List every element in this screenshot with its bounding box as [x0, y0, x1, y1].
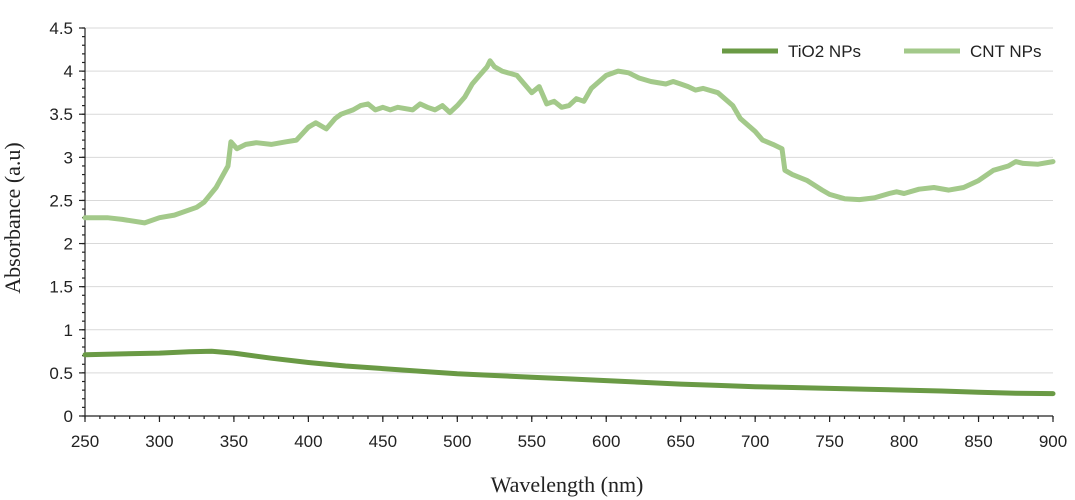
- y-tick-label: 3.5: [49, 105, 73, 124]
- x-tick-label: 400: [294, 432, 322, 451]
- x-tick-label: 600: [592, 432, 620, 451]
- y-tick-label: 4: [64, 62, 73, 81]
- series-line-tio2: [82, 348, 1056, 397]
- x-tick-label: 450: [369, 432, 397, 451]
- x-tick-label: 350: [220, 432, 248, 451]
- x-tick-label: 800: [890, 432, 918, 451]
- x-tick-label: 650: [667, 432, 695, 451]
- x-tick-label: 300: [145, 432, 173, 451]
- x-tick-label: 900: [1039, 432, 1067, 451]
- y-tick-label: 2: [64, 235, 73, 254]
- y-axis-title: Absorbance (a.u): [0, 142, 25, 294]
- y-tick-label: 1: [64, 321, 73, 340]
- x-tick-label: 250: [71, 432, 99, 451]
- axes: 0 0.5 1 1.5 2 2.5 3 3.5 4 4.5 250 300 350 400 450 500 55…: [49, 19, 1067, 451]
- y-tick-label: 4.5: [49, 19, 73, 38]
- y-tick-label: 2.5: [49, 191, 73, 210]
- y-tick-label: 3: [64, 148, 73, 167]
- grid-lines: [85, 27, 1053, 374]
- legend: TiO2 NPs CNT NPs: [722, 42, 1041, 61]
- x-tick-label: 750: [815, 432, 843, 451]
- x-tick-label: 550: [518, 432, 546, 451]
- x-tick-label: 850: [964, 432, 992, 451]
- x-tick-label: 500: [443, 432, 471, 451]
- x-tick-label: 700: [741, 432, 769, 451]
- x-axis-title: Wavelength (nm): [491, 472, 644, 497]
- series-line-cnt: [82, 58, 1056, 226]
- series-lines: [82, 58, 1056, 397]
- legend-label: CNT NPs: [970, 42, 1041, 61]
- y-tick-label: 0: [64, 407, 73, 426]
- legend-label: TiO2 NPs: [788, 42, 861, 61]
- y-tick-label: 0.5: [49, 364, 73, 383]
- y-tick-label: 1.5: [49, 278, 73, 297]
